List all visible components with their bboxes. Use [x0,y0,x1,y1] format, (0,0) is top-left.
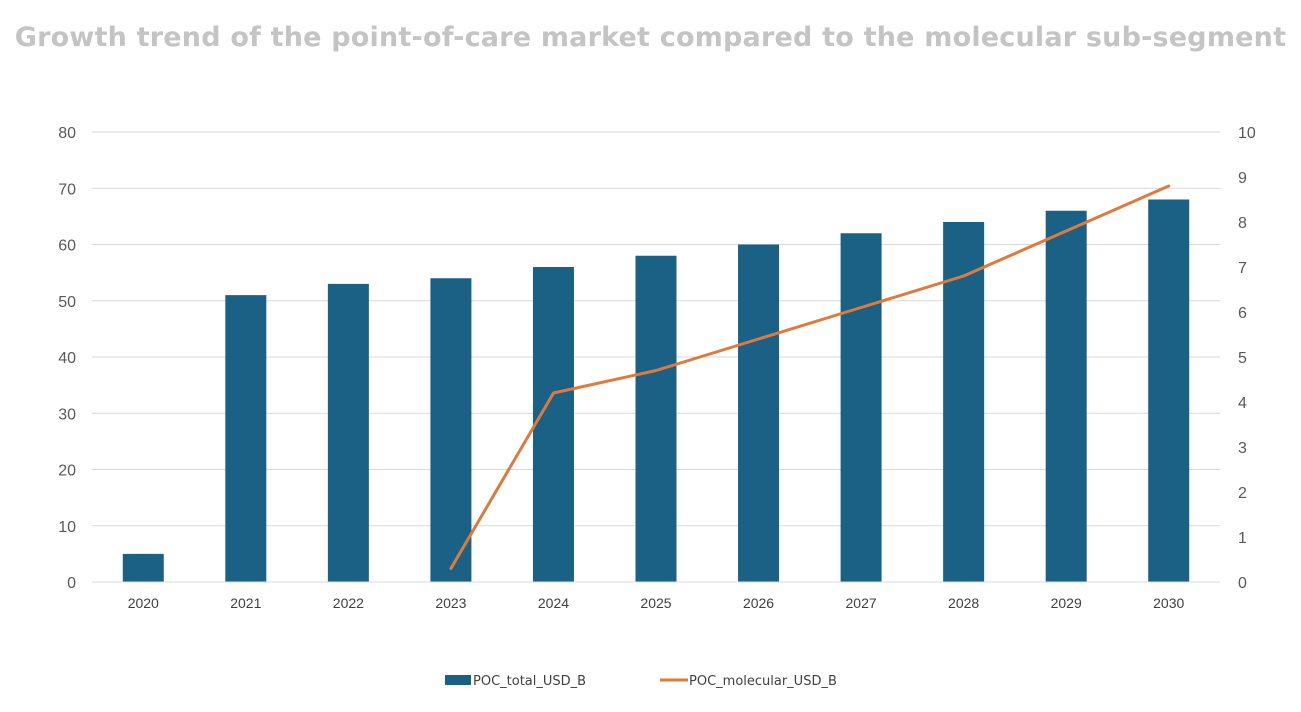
bar [327,283,369,582]
right-tick-label: 9 [1238,170,1247,187]
x-tick-label: 2021 [230,595,261,611]
right-tick-label: 10 [1238,125,1256,142]
left-tick-label: 80 [58,125,76,142]
right-tick-label: 8 [1238,215,1247,232]
right-tick-label: 3 [1238,440,1247,457]
left-y-axis: 0 10 20 30 40 50 60 70 80 [58,125,76,592]
right-tick-label: 6 [1238,305,1247,322]
right-tick-label: 7 [1238,260,1247,277]
bar [738,244,780,582]
legend-label-bar: POC_total_USD_B [473,674,586,689]
legend-label-line: POC_molecular_USD_B [689,674,837,689]
x-tick-label: 2030 [1153,595,1184,611]
x-tick-label: 2023 [435,595,466,611]
left-tick-label: 50 [58,294,76,311]
bar [532,267,574,582]
right-tick-label: 1 [1238,530,1247,547]
legend: POC_total_USD_B POC_molecular_USD_B [445,674,837,689]
right-y-axis: 0 1 2 3 4 5 6 7 8 9 10 [1238,125,1256,592]
left-tick-label: 20 [58,463,76,480]
left-tick-label: 10 [58,519,76,536]
left-tick-label: 60 [58,238,76,255]
bar [430,278,472,582]
x-tick-label: 2026 [743,595,774,611]
bar [1148,199,1190,582]
bar [1045,210,1087,582]
x-tick-label: 2020 [128,595,159,611]
left-tick-label: 0 [67,575,76,592]
x-tick-label: 2024 [538,595,569,611]
line-series [449,184,1171,570]
right-tick-label: 4 [1238,395,1247,412]
bar [635,255,677,582]
x-axis: 2020 2021 2022 2023 2024 2025 2026 2027 2028 2029… [92,581,1220,611]
bar [122,553,164,582]
x-tick-label: 2028 [948,595,979,611]
bar-series [122,199,1190,582]
x-tick-label: 2025 [640,595,671,611]
right-tick-label: 5 [1238,350,1247,367]
left-tick-label: 40 [58,350,76,367]
bar [225,295,267,582]
x-tick-label: 2029 [1051,595,1082,611]
left-tick-label: 30 [58,406,76,423]
left-tick-label: 70 [58,181,76,198]
right-tick-label: 2 [1238,485,1247,502]
chart-title: Growth trend of the point-of-care market… [14,22,1287,53]
bar [840,233,882,582]
bar [943,222,985,582]
right-tick-label: 0 [1238,575,1247,592]
x-tick-label: 2022 [333,595,364,611]
series-line [449,184,1171,570]
legend-swatch-bar [445,675,471,685]
x-tick-label: 2027 [846,595,877,611]
